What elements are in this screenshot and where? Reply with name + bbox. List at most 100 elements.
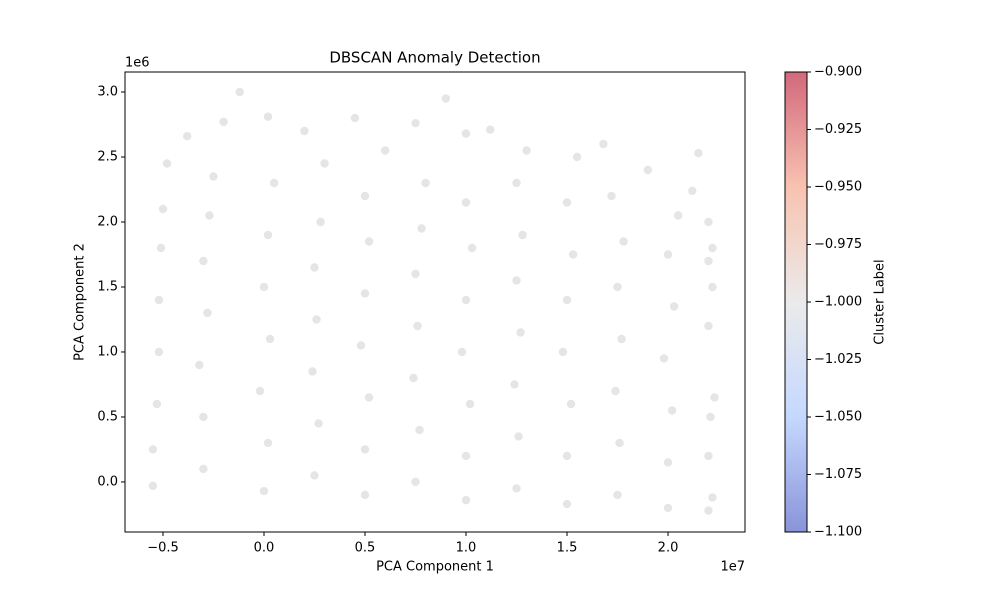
point (663, 503, 673, 513)
point (607, 191, 616, 201)
point (356, 341, 366, 350)
x-tick-label: 1.0 (456, 541, 477, 556)
point (461, 198, 471, 207)
point (235, 87, 244, 97)
point (411, 269, 420, 279)
colorbar-tick-label: −0.925 (814, 122, 862, 137)
colorbar-tick-label: −1.000 (814, 295, 862, 310)
point (314, 419, 323, 428)
point (486, 125, 495, 134)
point (461, 451, 471, 461)
point (199, 412, 208, 422)
point (704, 506, 713, 515)
point (611, 386, 620, 396)
x-axis-label: PCA Component 1 (376, 560, 494, 575)
point (205, 211, 214, 220)
point (265, 334, 275, 344)
point (263, 230, 273, 240)
plot-frame (124, 71, 746, 533)
point (219, 117, 228, 127)
x-tick-label: 0.5 (355, 541, 376, 556)
point (461, 295, 471, 305)
point (310, 471, 319, 480)
x-tick-label: −0.5 (147, 541, 179, 556)
colorbar-tick-label: −0.975 (814, 237, 862, 252)
point (512, 178, 521, 188)
point (457, 347, 467, 357)
point (199, 256, 208, 266)
point (158, 204, 168, 214)
point (310, 263, 319, 272)
point (710, 393, 719, 402)
point (706, 412, 715, 422)
point (199, 464, 208, 474)
point (259, 282, 269, 292)
point (562, 451, 572, 461)
point (461, 129, 471, 138)
point (360, 289, 370, 298)
chart-title: DBSCAN Anomaly Detection (329, 49, 540, 67)
colorbar-tick-label: −1.075 (814, 467, 862, 482)
point (316, 217, 325, 227)
y-tick-label: 2.0 (97, 214, 118, 229)
point (512, 276, 521, 285)
colorbar (785, 72, 807, 532)
point (518, 230, 527, 240)
point (514, 432, 523, 441)
point (615, 438, 624, 448)
point (694, 148, 703, 158)
colorbar-tick-label: −0.950 (814, 180, 862, 195)
point (441, 94, 451, 103)
point (255, 386, 265, 396)
point (417, 224, 426, 233)
point (708, 282, 717, 292)
point (572, 152, 582, 162)
point (688, 186, 697, 196)
point (510, 380, 519, 389)
point (269, 178, 279, 188)
point (320, 159, 329, 168)
point (203, 308, 212, 318)
point (148, 445, 158, 454)
point (619, 237, 628, 246)
point (667, 406, 677, 415)
point (413, 321, 422, 331)
point (558, 347, 568, 357)
point (568, 250, 578, 259)
point (704, 321, 713, 331)
point (411, 477, 420, 487)
point (461, 495, 471, 505)
colorbar-tick-label: −1.100 (814, 525, 862, 540)
point (154, 295, 164, 305)
point (704, 217, 713, 227)
point (162, 159, 172, 168)
point (663, 250, 673, 259)
point (183, 132, 192, 141)
colorbar-tick-label: −1.025 (814, 352, 862, 367)
point (350, 113, 360, 123)
point (360, 445, 370, 454)
point (360, 191, 370, 201)
colorbar-tick-label: −0.900 (814, 65, 862, 80)
point (411, 119, 420, 128)
point (599, 139, 608, 149)
y-tick-label: 3.0 (97, 85, 118, 100)
point (360, 490, 370, 500)
point (673, 211, 683, 220)
y-tick-label: 1.0 (97, 344, 118, 359)
point (263, 112, 273, 121)
point (415, 425, 424, 435)
y-tick-label: 0.0 (97, 474, 118, 489)
point (156, 243, 166, 253)
point (308, 367, 317, 376)
point (566, 399, 576, 409)
point (300, 126, 309, 136)
point (195, 360, 204, 370)
point (613, 282, 622, 292)
point (522, 146, 531, 155)
point (259, 486, 269, 496)
point (465, 399, 475, 409)
point (381, 146, 390, 155)
point (364, 237, 374, 246)
